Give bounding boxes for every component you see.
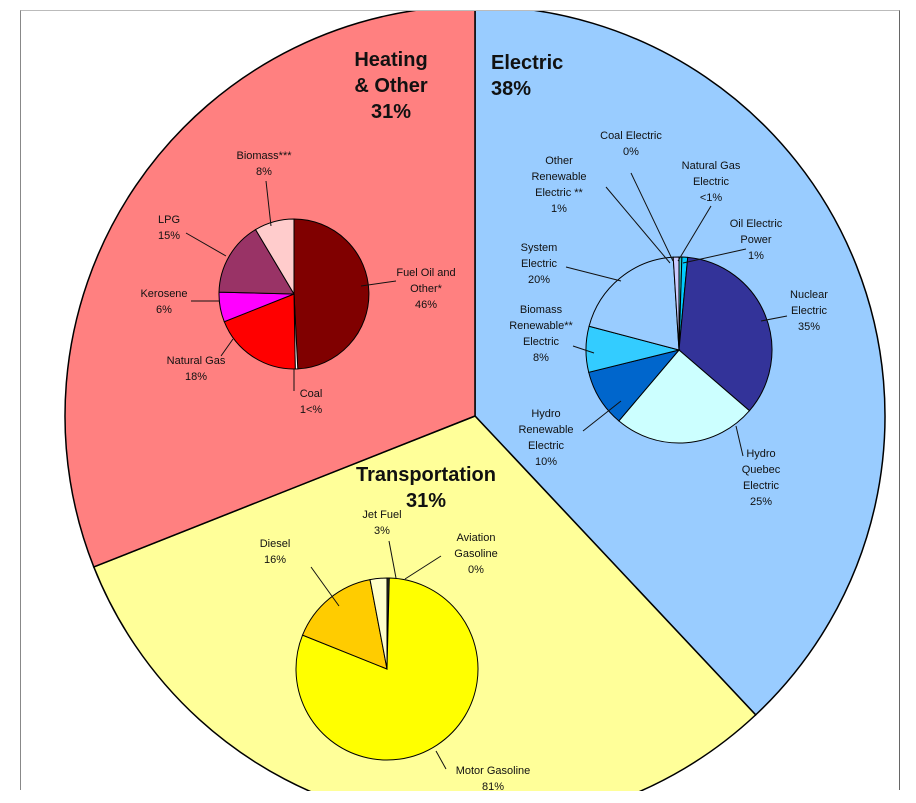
- subpie-transportation-slice-diesel: [301, 579, 388, 670]
- sector-title-heating-other: Heating & Other 31%: [354, 49, 428, 123]
- label-diesel: Diesel 16%: [260, 538, 291, 566]
- subpie-transportation: [295, 577, 479, 761]
- subpie-heating-other-slice-lpg: [218, 228, 295, 295]
- subpie-transportation-slice-jet-fuel: [369, 577, 388, 670]
- label-hydro-quebec-electric: Hydro Quebec Electric 25%: [742, 448, 781, 508]
- leader-line-oil-electric-power: [682, 248, 747, 264]
- leader-line-biomass: [265, 180, 272, 227]
- label-hydro-renewable-electric: Hydro Renewable Electric 10%: [518, 408, 573, 468]
- label-nuclear-electric: Nuclear Electric 35%: [790, 289, 828, 333]
- leader-line-hydro-quebec-electric: [735, 425, 744, 457]
- leader-line-biomass-renewable-electric: [572, 345, 595, 354]
- subpie-heating-other: [218, 218, 370, 370]
- chart-frame: Electric 38% Transportation 31% Heating & Oth…: [20, 10, 900, 791]
- leader-line-other-renewable-electric: [605, 186, 671, 264]
- label-coal-electric: Coal Electric 0%: [600, 130, 662, 158]
- label-coal: Coal 1<%: [300, 388, 323, 416]
- leader-line-nuclear-electric: [760, 315, 788, 322]
- label-biomass-renewable-electric: Biomass Renewable** Electric 8%: [509, 304, 573, 364]
- leader-line-natural-gas-electric: [677, 205, 712, 262]
- leader-line-hydro-renewable-electric: [582, 400, 622, 432]
- label-other-renewable-electric: Other Renewable Electric ** 1%: [531, 155, 586, 215]
- subpie-electric-slice-system-electric: [588, 256, 680, 351]
- label-biomass: Biomass*** 8%: [236, 150, 292, 178]
- label-natural-gas-electric: Natural Gas Electric <1%: [682, 160, 741, 204]
- label-system-electric: System Electric 20%: [521, 242, 558, 286]
- subpie-electric-slice-other-renewable-electric: [672, 256, 680, 351]
- subpie-electric-slice-hydro-quebec-electric: [618, 349, 751, 444]
- subpie-heating-other-slice-fuel-oil-and-other: [293, 218, 370, 370]
- subpie-electric: [585, 256, 773, 444]
- leader-line-jet-fuel: [388, 540, 397, 579]
- label-motor-gasoline: Motor Gasoline 81%: [456, 765, 531, 791]
- label-kerosene: Kerosene 6%: [140, 288, 187, 316]
- leader-line-coal-electric: [630, 172, 674, 262]
- leader-line-lpg: [185, 232, 227, 257]
- leader-line-motor-gasoline: [435, 750, 447, 770]
- label-natural-gas: Natural Gas 18%: [167, 355, 226, 383]
- leader-line-aviation-gasoline: [404, 555, 442, 580]
- label-fuel-oil-and-other: Fuel Oil and Other* 46%: [396, 267, 455, 311]
- label-oil-electric-power: Oil Electric Power 1%: [730, 218, 783, 262]
- label-jet-fuel: Jet Fuel 3%: [362, 509, 401, 537]
- energy-pie-chart: Electric 38% Transportation 31% Heating & Oth…: [64, 11, 886, 791]
- leader-line-natural-gas: [220, 338, 234, 357]
- sector-title-transportation: Transportation 31%: [356, 464, 496, 512]
- leader-line-fuel-oil-and-other: [360, 280, 397, 287]
- subpie-electric-slice-nuclear-electric: [678, 256, 773, 412]
- subpie-heating-other-slice-natural-gas: [223, 293, 296, 370]
- label-aviation-gasoline: Aviation Gasoline 0%: [454, 532, 497, 576]
- subpie-heating-other-slice-biomass: [254, 218, 295, 296]
- leader-line-diesel: [310, 566, 340, 607]
- sector-title-electric: Electric 38%: [491, 52, 563, 100]
- label-lpg: LPG 15%: [158, 214, 180, 242]
- leader-line-system-electric: [565, 266, 622, 282]
